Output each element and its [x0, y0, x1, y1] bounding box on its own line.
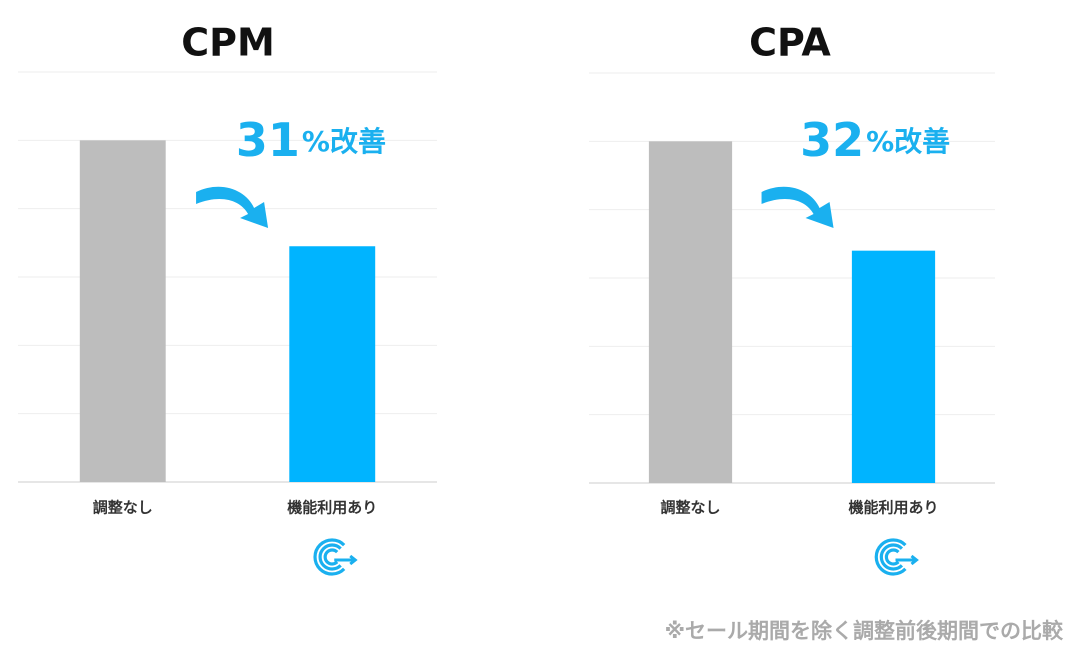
chart-title: CPA [749, 21, 831, 65]
annotation-number: 31 [236, 113, 300, 167]
footnote: ※セール期間を除く調整前後期間での比較 [665, 619, 1064, 643]
annotation-unit: %改善 [866, 125, 950, 158]
x-tick-label: 調整なし [93, 499, 153, 517]
logo [334, 554, 358, 566]
logo [879, 543, 904, 571]
logo [313, 538, 346, 576]
chart-title: CPM [181, 21, 275, 65]
x-tick-label: 調整なし [660, 499, 720, 517]
bar [79, 140, 166, 483]
annotation: 31%改善 [236, 113, 386, 167]
x-tick-label: 機能利用あり [848, 499, 938, 517]
arrow [196, 186, 269, 228]
arrow [761, 186, 834, 228]
annotation-unit: %改善 [302, 125, 386, 158]
annotation: 32%改善 [800, 113, 950, 167]
bar [851, 250, 936, 483]
bar [289, 246, 376, 482]
logo [884, 548, 900, 566]
logo [318, 543, 342, 571]
logo [895, 554, 919, 566]
bar [648, 141, 733, 484]
logo [874, 538, 907, 576]
x-tick-label: 機能利用あり [287, 499, 377, 517]
annotation-number: 32 [800, 113, 864, 167]
logo [323, 548, 339, 566]
